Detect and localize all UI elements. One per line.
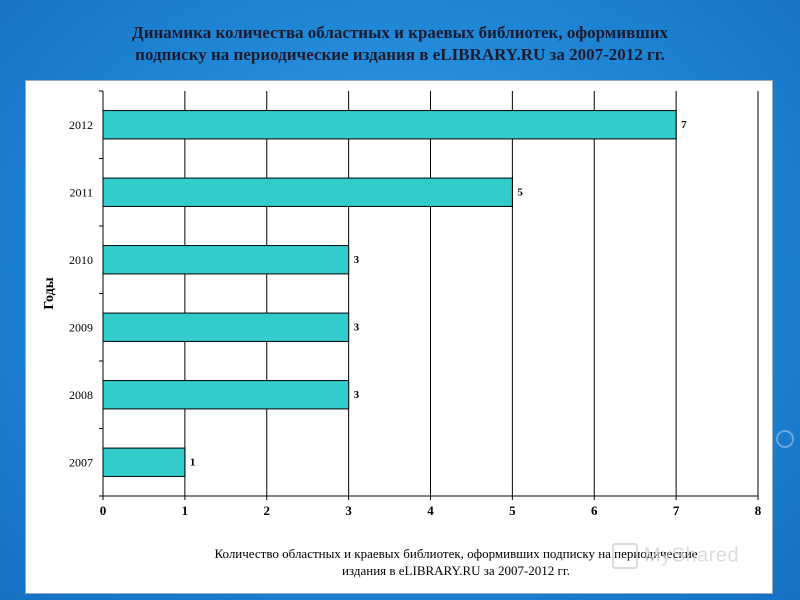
x-tick-label: 7 — [673, 503, 680, 518]
slide-title-line2: подписку на периодические издания в eLIB… — [135, 45, 665, 64]
data-label: 3 — [354, 321, 360, 333]
x-axis-label: Количество областных и краевых библиотек… — [136, 545, 776, 579]
y-tick-label: 2007 — [69, 455, 93, 469]
data-label: 3 — [354, 389, 360, 401]
decorative-circle-icon — [776, 430, 794, 448]
x-tick-label: 3 — [345, 503, 352, 518]
x-tick-label: 4 — [427, 503, 434, 518]
x-axis-label-line1: Количество областных и краевых библиотек… — [214, 546, 698, 561]
y-axis-title: Годы — [42, 277, 57, 309]
bar — [102, 110, 677, 140]
watermark: MyShared — [612, 543, 739, 569]
y-tick-label: 2011 — [69, 185, 93, 199]
bar — [102, 177, 513, 207]
bar — [102, 245, 350, 275]
y-tick-label: 2010 — [69, 253, 93, 267]
x-tick-label: 2 — [264, 503, 271, 518]
x-tick-label: 6 — [591, 503, 598, 518]
bar-chart: 0 1 2 3 4 5 6 7 8 2012 7 2011 5 2010 3 2009 3 2008 3 2007 1 Г… — [42, 90, 762, 518]
bar — [102, 447, 186, 477]
y-tick-label: 2009 — [69, 320, 93, 334]
x-tick-label: 0 — [100, 503, 107, 518]
watermark-logo-icon — [612, 543, 638, 569]
data-label: 1 — [190, 456, 196, 468]
x-axis-label-line2: издания в eLIBRARY.RU за 2007-2012 гг. — [342, 563, 570, 578]
y-tick-label: 2012 — [69, 118, 93, 132]
y-tick-label: 2008 — [69, 388, 93, 402]
slide-title-line1: Динамика количества областных и краевых … — [132, 23, 668, 42]
bar — [102, 312, 350, 342]
data-label: 5 — [517, 186, 523, 198]
chart-panel: 0 1 2 3 4 5 6 7 8 2012 7 2011 5 2010 3 2009 3 2008 3 2007 1 Г… — [25, 80, 773, 594]
bar — [102, 380, 350, 410]
slide-title: Динамика количества областных и краевых … — [40, 22, 760, 66]
data-label: 3 — [354, 254, 360, 266]
x-tick-label: 5 — [509, 503, 516, 518]
watermark-text: MyShared — [644, 544, 740, 567]
x-tick-label: 1 — [182, 503, 189, 518]
data-label: 7 — [681, 119, 687, 131]
x-tick-label: 8 — [755, 503, 762, 518]
